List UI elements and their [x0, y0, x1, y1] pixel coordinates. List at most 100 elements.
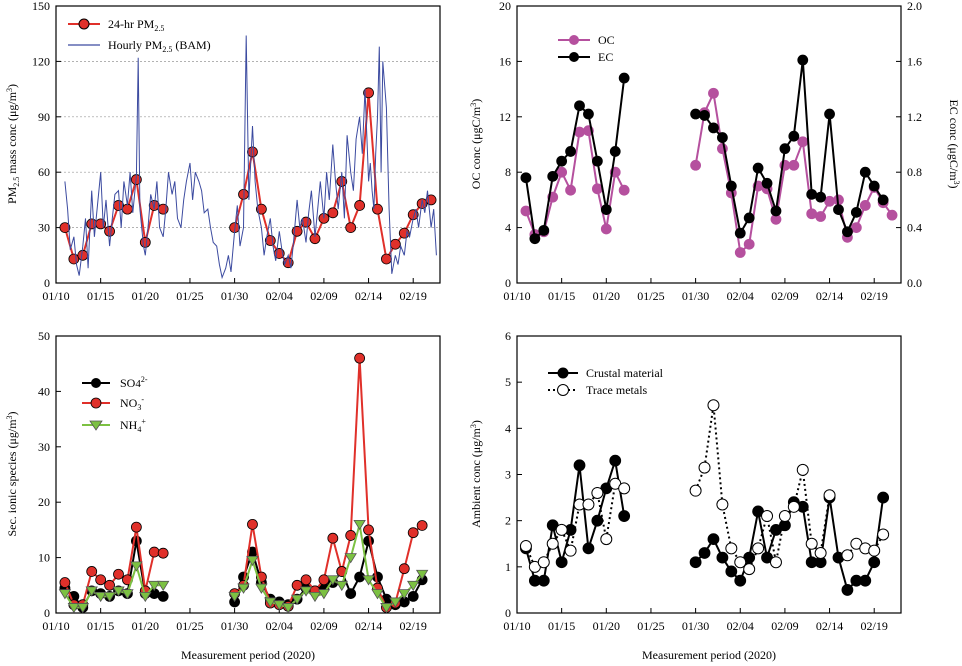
ocec-ytick-label: 20	[499, 0, 511, 13]
legend-marker-so4	[91, 378, 101, 388]
ocec-oc-point	[886, 209, 898, 221]
ocec-ec-point	[547, 170, 559, 182]
crustal-trace-metals-point	[537, 556, 550, 569]
panel-crustal: 0 1 2 3 4 5 6 01/10 01/15 01/20 01/25 01/30 02/04 02…	[469, 329, 902, 633]
ocec-ec-point	[556, 155, 568, 167]
crustal-xtick-label: 02/14	[816, 619, 843, 633]
ec-ytick-label: 0.0	[907, 276, 922, 290]
crustal-crustal-material-point	[555, 556, 568, 569]
ionic-nh4-point	[103, 591, 116, 603]
pm25-hourly-pm2-5-bam-line	[64, 35, 437, 280]
legend-hourly: Hourly PM2.5 (BAM)	[108, 38, 211, 54]
pm25-xtick-label: 01/15	[87, 289, 114, 303]
panel-ionic: 0 10 20 30 40 50 01/10 01/15 01/20 01/25 01/30 02/…	[5, 329, 441, 633]
ocec-ec-point	[538, 224, 550, 236]
ionic-no3-point	[247, 518, 258, 530]
ionic-nh4-point	[148, 580, 161, 592]
ocec-legend: OC EC	[558, 33, 615, 64]
ionic-no3-point	[157, 547, 169, 559]
crustal-crustal-material-point	[573, 459, 586, 472]
ocec-xtick-label: 01/10	[503, 289, 530, 303]
crustal-trace-metals-point	[796, 463, 809, 476]
legend-oc: OC	[598, 33, 615, 47]
ionic-nh4-point	[353, 519, 366, 531]
legend-marker-ec	[569, 52, 579, 62]
ionic-no3-point	[345, 530, 357, 541]
crustal-crustal-material-point	[609, 454, 622, 467]
ocec-ec-point	[734, 227, 746, 239]
pm25-24-hr-pm2-5-point	[389, 238, 401, 250]
pm25-24-hr-pm2-5-point	[363, 87, 374, 99]
legend-no3: NO3-	[120, 395, 144, 412]
crustal-trace-metals-point	[519, 540, 532, 553]
pm25-xtick-label: 01/25	[176, 289, 203, 303]
crustal-trace-metals-point	[689, 484, 702, 497]
crustal-ytick-label: 0	[505, 606, 511, 620]
ionic-nh4-point	[255, 583, 268, 594]
crustal-trace-metals-point	[734, 556, 747, 569]
ec-ylabel: EC conc (μgC/m3)	[947, 99, 961, 188]
crustal-ytick-label: 6	[505, 329, 511, 343]
ocec-ec-point	[583, 108, 594, 120]
ocec-ec-point	[779, 143, 791, 155]
ionic-so4-2-point	[363, 535, 374, 547]
ionic-nh4-point	[415, 569, 429, 580]
ocec-ytick-label: 12	[499, 110, 511, 124]
ocec-xtick-label: 01/25	[637, 289, 664, 303]
ionic-no3-point	[113, 568, 124, 580]
pm25-ytick-label: 0	[44, 276, 50, 290]
crustal-crustal-material-point	[689, 556, 702, 569]
ocec-ec-point	[600, 204, 612, 215]
ocec-oc-point	[690, 159, 702, 171]
ionic-xtick-label: 01/25	[176, 619, 203, 633]
crustal-crustal-material-point	[618, 510, 631, 522]
pm25-24-hr-pm2-5-point	[139, 236, 151, 248]
legend-marker-24hr	[78, 18, 90, 30]
crustal-crustal-material-point	[734, 574, 747, 587]
pm25-ytick-label: 120	[32, 54, 50, 68]
pm25-xtick-label: 02/09	[310, 289, 337, 303]
ocec-ec-point	[708, 122, 719, 134]
ionic-nh4-point	[406, 580, 420, 592]
ionic-nh4-point	[326, 575, 340, 586]
legend-nh4: NH4+	[120, 417, 146, 434]
crustal-trace-metals-point	[591, 486, 604, 499]
crustal-trace-metals-point	[805, 537, 818, 550]
ionic-ytick-label: 0	[44, 606, 50, 620]
pm25-ytick-label: 60	[38, 165, 50, 179]
ionic-xtick-label: 01/30	[221, 619, 248, 633]
ocec-ec-point	[806, 188, 818, 200]
ionic-xtick-label: 01/20	[132, 619, 159, 633]
legend-ec: EC	[598, 50, 613, 64]
panel-pm25: 0 30 60 90 120 150 01/10 01/15 01/20 01/25 01/30 0…	[5, 0, 441, 303]
ionic-nh4-point	[85, 586, 98, 597]
ionic-nh4-point	[246, 555, 259, 567]
ionic-no3-point	[95, 574, 107, 586]
ionic-ytick-label: 50	[38, 329, 50, 343]
ocec-ec-point	[877, 194, 889, 206]
ionic-nh4-point	[398, 589, 411, 600]
pm25-24-hr-pm2-5-point	[104, 225, 115, 237]
legend-marker-no3	[90, 397, 102, 409]
ionic-no3-point	[104, 579, 115, 591]
ocec-oc-point	[788, 159, 800, 171]
pm25-24-hr-pm2-5-point	[247, 146, 258, 158]
ocec-oc-point	[815, 211, 827, 222]
oc-ylabel: OC conc (μgC/m3)	[469, 99, 483, 189]
ionic-so4-2-point	[354, 571, 366, 583]
ionic-nh4-point	[317, 589, 331, 600]
crustal-trace-metals-point	[769, 556, 782, 569]
crustal-trace-metals-point	[546, 537, 559, 550]
pm25-xtick-label: 02/04	[266, 289, 293, 303]
ionic-xtick-label: 01/10	[42, 619, 69, 633]
pm25-xtick-label: 01/10	[42, 289, 69, 303]
crustal-trace-metals-point	[823, 489, 836, 502]
ocec-oc-point	[600, 223, 612, 235]
ionic-nh4-point	[156, 580, 170, 592]
ionic-no3-point	[416, 520, 428, 531]
ionic-no3-point	[291, 579, 303, 591]
pm25-24-hr-pm2-5-point	[77, 249, 89, 261]
ionic-legend: SO42- NO3- NH4+	[82, 375, 148, 434]
ocec-ec-point	[716, 132, 728, 143]
crustal-frame	[516, 335, 902, 614]
